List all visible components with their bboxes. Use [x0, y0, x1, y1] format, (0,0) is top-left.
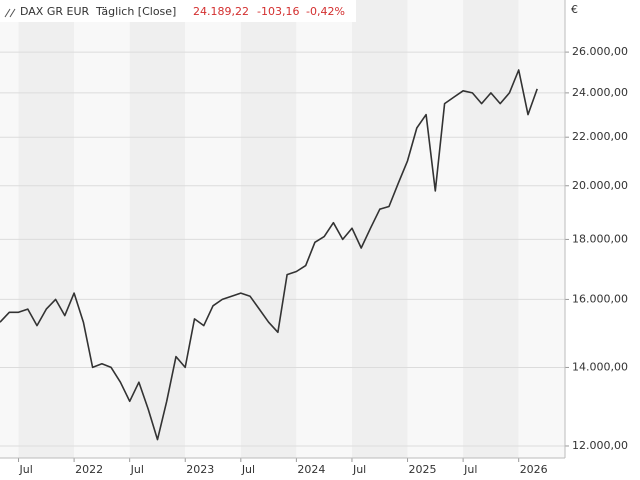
legend-change-pct: -0,42% [306, 5, 345, 18]
time-band [296, 0, 352, 458]
x-tick-label: 2023 [186, 463, 214, 476]
y-tick-label: 12.000,00 [572, 439, 628, 452]
legend-last: 24.189,22 [193, 5, 249, 18]
x-tick-label: 2024 [297, 463, 325, 476]
x-tick-label: 2026 [520, 463, 548, 476]
time-band [351, 0, 408, 458]
x-tick-label: 2025 [409, 463, 437, 476]
currency: € [571, 3, 578, 16]
y-tick-label: 26.000,00 [572, 45, 628, 58]
y-tick-label: 16.000,00 [572, 292, 628, 305]
y-tick-label: 20.000,00 [572, 179, 628, 192]
legend-icon [4, 8, 16, 18]
legend-change: -103,16 [257, 5, 299, 18]
time-band [129, 0, 186, 458]
y-tick-label: 18.000,00 [572, 232, 628, 245]
y-tick-label: 24.000,00 [572, 86, 628, 99]
x-tick-label: Jul [19, 463, 33, 476]
y-tick-label: 14.000,00 [572, 360, 628, 373]
plot [0, 69, 538, 441]
x-tick-label: Jul [352, 463, 366, 476]
time-band [518, 0, 565, 458]
legend-box [0, 0, 356, 22]
price-line [0, 69, 538, 441]
x-tick-label: Jul [241, 463, 255, 476]
x-tick-label: Jul [463, 463, 477, 476]
time-band [240, 0, 297, 458]
plot-background [0, 0, 565, 458]
legend-interval: Täglich [Close] [95, 5, 176, 18]
legend-name: DAX GR EUR [20, 5, 89, 18]
y-tick-label: 22.000,00 [572, 130, 628, 143]
time-band [18, 0, 75, 458]
time-band [407, 0, 464, 458]
time-band [0, 0, 19, 458]
time-band [463, 0, 519, 458]
x-tick-label: Jul [130, 463, 144, 476]
x-tick-label: 2022 [75, 463, 103, 476]
time-band [74, 0, 130, 458]
time-band [185, 0, 241, 458]
